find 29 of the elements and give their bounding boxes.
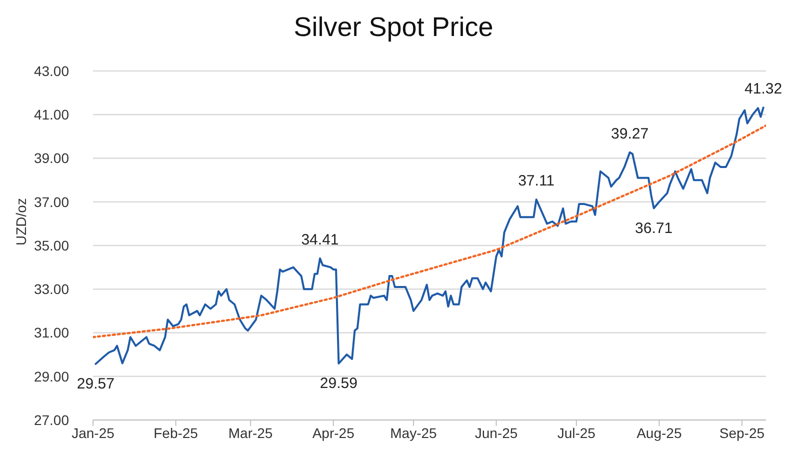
x-tick-label: Jun-25 [474, 424, 518, 441]
y-tick-label: 37.00 [34, 194, 70, 210]
y-tick-label: 35.00 [34, 237, 70, 254]
annotation: 36.71 [635, 220, 673, 237]
chart-title: Silver Spot Price [292, 12, 494, 43]
y-axis-title: UZD/oz [12, 198, 29, 246]
annotation: 39.27 [611, 125, 649, 142]
y-tick-label: 33.00 [34, 281, 70, 298]
x-tick-label: Aug-25 [636, 424, 682, 441]
annotation: 41.32 [744, 80, 782, 98]
x-tick-label: Jan-25 [72, 424, 115, 441]
x-tick-label: Feb-25 [154, 424, 198, 441]
y-tick-label: 43.00 [34, 62, 70, 79]
y-tick-label: 41.00 [34, 106, 70, 123]
x-tick-label: Mar-25 [228, 424, 273, 441]
y-tick-label: 29.00 [34, 368, 70, 384]
line-series [93, 124, 766, 338]
y-tick-label: 39.00 [34, 150, 70, 166]
line-series [94, 106, 764, 365]
annotation: 34.41 [301, 231, 339, 248]
annotation: 37.11 [518, 172, 555, 190]
annotation: 29.57 [76, 376, 114, 393]
x-tick-label: Jul-25 [557, 424, 596, 441]
x-tick-label: Sep-25 [719, 424, 765, 441]
y-tick-label: 31.00 [34, 324, 70, 341]
y-tick-label: 27.00 [34, 412, 70, 428]
x-tick-label: May-25 [390, 424, 438, 441]
annotation: 29.59 [320, 375, 358, 392]
x-tick-label: Apr-25 [312, 424, 355, 441]
